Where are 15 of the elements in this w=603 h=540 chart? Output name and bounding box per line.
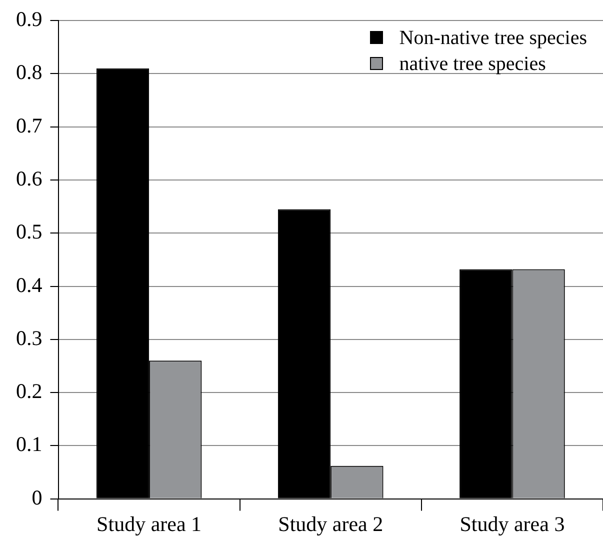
- y-tick-label: 0.7: [16, 113, 42, 138]
- y-tick-label: 0.1: [16, 432, 42, 456]
- x-tick-label: Study area 2: [278, 512, 384, 536]
- y-tick-label: 0.9: [16, 7, 42, 32]
- y-tick-label: 0: [32, 485, 42, 510]
- y-tick-label: 0.6: [16, 166, 42, 191]
- x-tick-label: Study area 1: [96, 512, 202, 536]
- y-tick-label: 0.8: [16, 60, 42, 84]
- x-tick-label: Study area 3: [460, 512, 565, 536]
- y-tick-label: 0.2: [16, 379, 42, 404]
- legend-label: Non-native tree species: [399, 26, 587, 51]
- y-tick-label: 0.5: [16, 220, 42, 244]
- y-tick-label: 0.4: [16, 272, 43, 297]
- legend-label: native tree species: [399, 52, 546, 77]
- y-tick-label: 0.3: [16, 326, 42, 350]
